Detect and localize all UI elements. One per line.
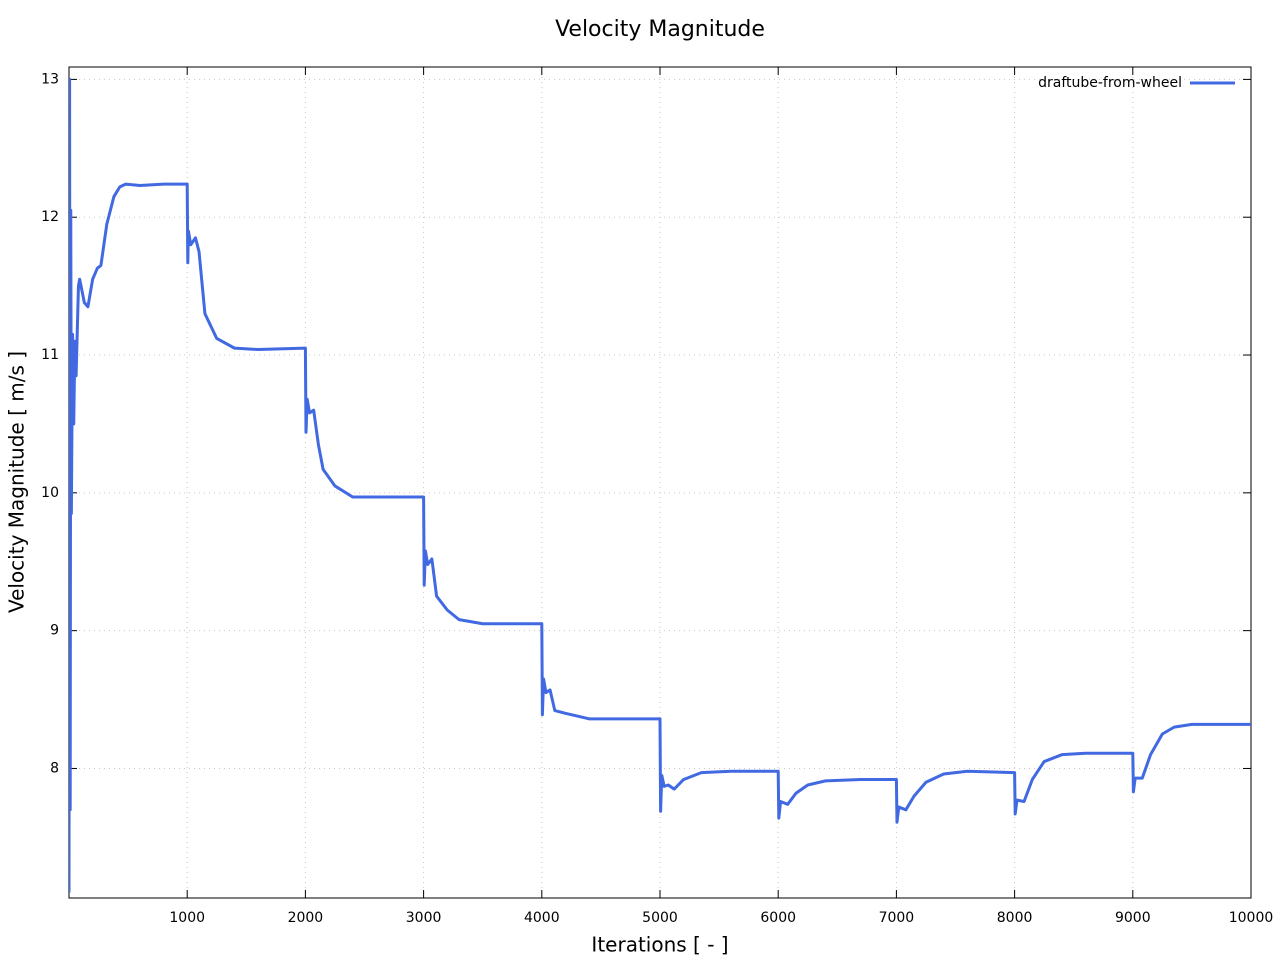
x-tick-label: 9000 [1115,910,1151,926]
y-axis-label: Velocity Magnitude [ m/s ] [5,351,29,613]
x-tick-label: 1000 [169,910,205,926]
x-tick-label: 8000 [997,910,1033,926]
x-tick-label: 6000 [760,910,796,926]
y-tick-label: 8 [50,760,59,776]
y-tick-label: 13 [41,71,59,87]
x-tick-label: 3000 [406,910,442,926]
y-tick-label: 9 [50,623,59,639]
x-tick-label: 7000 [879,910,915,926]
x-axis-label: Iterations [ - ] [591,933,728,957]
data-line [69,77,1251,893]
y-tick-label: 10 [41,485,59,501]
y-tick-label: 12 [41,209,59,225]
y-tick-label: 11 [41,347,59,363]
x-tick-label: 2000 [288,910,324,926]
chart-title: Velocity Magnitude [555,17,765,42]
x-tick-label: 5000 [642,910,678,926]
x-tick-label: 4000 [524,910,560,926]
legend-label: draftube-from-wheel [1038,75,1182,91]
x-tick-label: 10000 [1229,910,1274,926]
